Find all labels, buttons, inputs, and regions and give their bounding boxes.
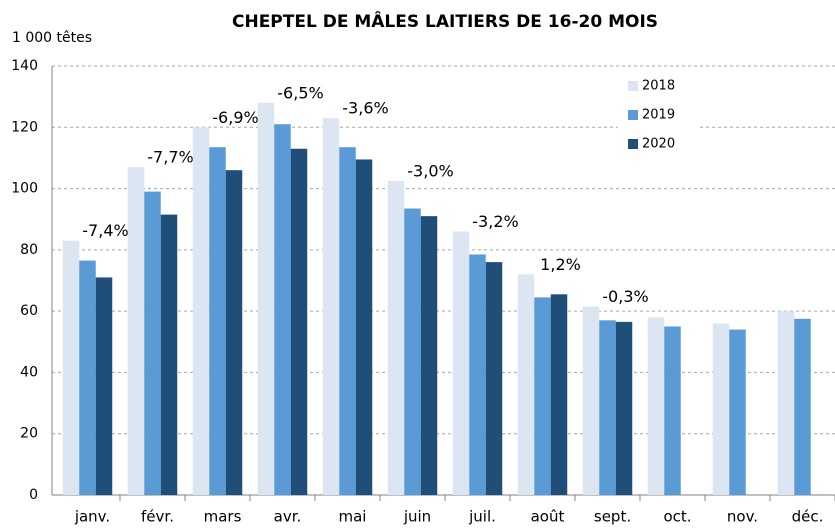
bar bbox=[257, 102, 275, 496]
bar bbox=[777, 311, 795, 495]
x-tick-label: févr. bbox=[141, 508, 174, 526]
chart-title: CHEPTEL DE MÂLES LAITIERS DE 16-20 MOIS bbox=[232, 10, 658, 32]
bar bbox=[79, 260, 96, 495]
x-tick-label: avr. bbox=[274, 508, 302, 526]
bar bbox=[290, 148, 308, 495]
x-tick-label: mars bbox=[204, 508, 242, 526]
bar bbox=[452, 231, 470, 495]
x-tick-label: juin bbox=[403, 508, 431, 526]
x-tick-label: août bbox=[531, 508, 565, 526]
legend-label: 2018 bbox=[642, 79, 675, 94]
x-tick-label: janv. bbox=[74, 508, 110, 526]
bar bbox=[160, 214, 178, 495]
bar bbox=[469, 254, 486, 495]
annotation: -0,3% bbox=[602, 287, 648, 306]
x-tick-label: déc. bbox=[792, 508, 824, 526]
x-tick-label: mai bbox=[339, 508, 367, 526]
y-tick-label: 20 bbox=[20, 426, 38, 442]
bar bbox=[582, 306, 600, 495]
legend-swatch bbox=[628, 139, 638, 149]
annotation: -7,7% bbox=[147, 148, 193, 167]
bar bbox=[420, 216, 438, 495]
annotation: -6,9% bbox=[212, 108, 258, 127]
bar bbox=[355, 159, 373, 496]
bar bbox=[192, 127, 210, 496]
bar bbox=[62, 240, 80, 495]
y-tick-label: 140 bbox=[11, 58, 38, 74]
bar bbox=[599, 320, 616, 495]
bar bbox=[225, 170, 243, 495]
x-tick-label: sept. bbox=[594, 508, 631, 526]
x-tick-label: oct. bbox=[663, 508, 691, 526]
annotation: -3,0% bbox=[407, 161, 453, 180]
legend-swatch bbox=[628, 110, 638, 120]
legend-swatch bbox=[628, 81, 638, 91]
bar bbox=[647, 317, 665, 495]
y-tick-label: 40 bbox=[20, 364, 38, 380]
y-tick-label: 120 bbox=[11, 119, 38, 135]
bar bbox=[127, 167, 145, 495]
bar bbox=[517, 274, 535, 495]
y-tick-label: 0 bbox=[29, 487, 38, 503]
y-tick-label: 100 bbox=[11, 181, 38, 197]
bar bbox=[794, 318, 811, 495]
y-tick-label: 80 bbox=[20, 242, 38, 258]
bar bbox=[729, 329, 746, 495]
bar bbox=[209, 147, 226, 496]
bar bbox=[404, 208, 421, 495]
legend-label: 2019 bbox=[642, 108, 675, 123]
y-tick-label: 60 bbox=[20, 303, 38, 319]
bar bbox=[534, 297, 551, 495]
annotation: 1,2% bbox=[540, 255, 581, 274]
bar bbox=[95, 277, 113, 495]
annotation: -3,2% bbox=[472, 212, 518, 231]
annotation: -6,5% bbox=[277, 83, 323, 102]
bar bbox=[664, 326, 681, 495]
bar bbox=[387, 180, 405, 496]
annotation: -7,4% bbox=[82, 221, 128, 240]
bar bbox=[339, 147, 356, 496]
x-tick-label: nov. bbox=[727, 508, 758, 526]
bar bbox=[144, 191, 161, 495]
bar bbox=[712, 323, 730, 495]
bar bbox=[485, 262, 503, 495]
y-axis-label: 1 000 têtes bbox=[12, 30, 92, 46]
annotation: -3,6% bbox=[342, 99, 388, 118]
bar bbox=[615, 321, 633, 495]
bar bbox=[550, 294, 568, 495]
legend-label: 2020 bbox=[642, 137, 675, 152]
x-tick-label: juil. bbox=[468, 508, 496, 526]
bar bbox=[274, 124, 291, 495]
bar bbox=[322, 118, 340, 495]
